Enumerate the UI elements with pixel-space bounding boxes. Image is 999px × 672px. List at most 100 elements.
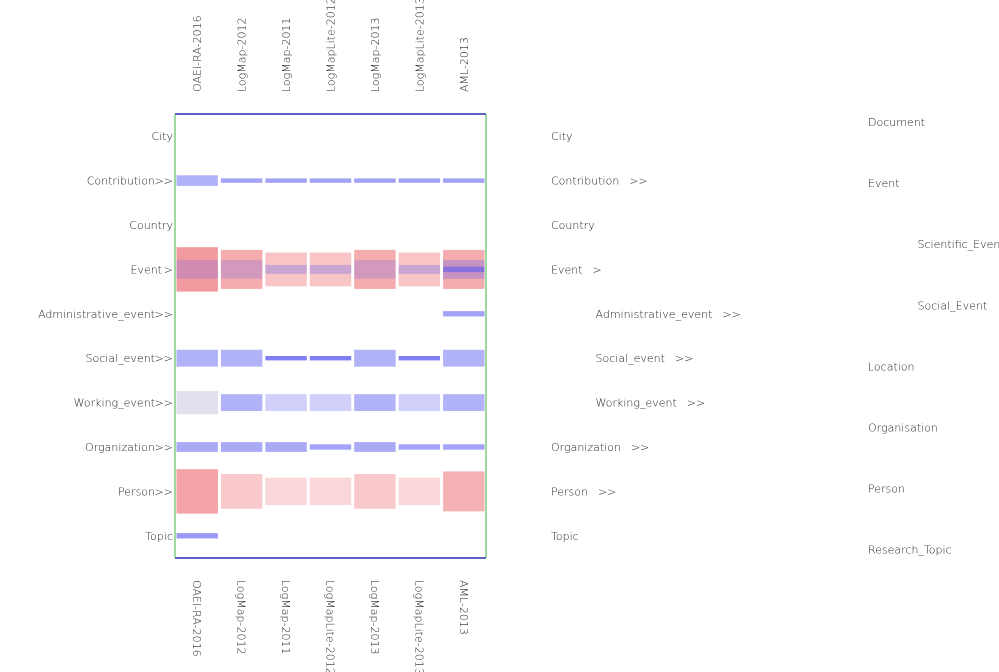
heatmap-cell[interactable] <box>220 249 263 289</box>
heatmap-cell[interactable] <box>398 178 441 183</box>
row-expand-toggle: >> <box>155 397 173 410</box>
heatmap-cell[interactable] <box>309 264 352 274</box>
column-header-top: AML-2013 <box>458 37 471 92</box>
heatmap-cell[interactable] <box>265 442 307 452</box>
target-class-label: Document <box>868 116 925 129</box>
row-label-left: Person <box>118 485 155 498</box>
column-header-top: LogMapLite-2012 <box>325 0 338 92</box>
heatmap-cell[interactable] <box>176 260 218 279</box>
heatmap-cell[interactable] <box>265 477 307 506</box>
source-class-expand-toggle: >> <box>687 397 705 410</box>
heatmap-cell[interactable] <box>265 252 307 287</box>
row-expand-toggle: >> <box>155 352 173 365</box>
heatmap-cell[interactable] <box>354 474 396 509</box>
source-class-label: Contribution <box>551 175 619 188</box>
column-header-bottom: OAEI-RA-2016 <box>190 580 203 657</box>
heatmap-cell[interactable] <box>398 264 441 274</box>
heatmap-cell[interactable] <box>265 264 307 274</box>
heatmap-cell[interactable] <box>220 442 263 452</box>
heatmap-cell[interactable] <box>354 442 396 452</box>
heatmap-cell[interactable] <box>220 474 263 509</box>
heatmap-cell[interactable] <box>354 349 396 367</box>
row-expand-toggle: > <box>164 263 173 276</box>
heatmap-cell[interactable] <box>398 477 441 506</box>
heatmap-cell[interactable] <box>309 355 352 361</box>
heatmap-cell[interactable] <box>354 178 396 183</box>
column-header-top: LogMapLite-2013 <box>413 0 426 92</box>
target-class-label: Location <box>868 360 915 373</box>
heatmap-cell[interactable] <box>220 260 263 279</box>
heatmap-cell[interactable] <box>220 178 263 183</box>
heatmap-cell[interactable] <box>443 178 485 183</box>
heatmap-cell[interactable] <box>398 355 441 361</box>
column-header-top: OAEI-RA-2016 <box>191 15 204 92</box>
source-class-label: Country <box>551 219 595 232</box>
column-header-bottom: LogMap-2013 <box>368 580 381 654</box>
source-class-expand-toggle: >> <box>629 175 647 188</box>
heatmap-cell[interactable] <box>443 349 485 367</box>
heatmap-cell[interactable] <box>443 266 485 273</box>
heatmap-cell[interactable] <box>309 252 352 287</box>
target-class-label: Social_Event <box>918 299 988 312</box>
target-class-label: Scientific_Event <box>918 238 999 251</box>
heatmap-cell[interactable] <box>398 252 441 287</box>
column-header-bottom: LogMap-2011 <box>279 580 292 654</box>
row-label-left: Social_event <box>86 352 155 365</box>
target-class-label: Organisation <box>868 422 938 435</box>
heatmap-cell[interactable] <box>176 175 218 186</box>
heatmap-cell[interactable] <box>309 178 352 183</box>
heatmap-cell[interactable] <box>354 260 396 279</box>
source-class-expand-toggle: >> <box>722 308 740 321</box>
heatmap-cell[interactable] <box>443 471 485 512</box>
source-class-expand-toggle: > <box>593 263 602 276</box>
source-class-label: Administrative_event <box>596 308 713 321</box>
target-class-label: Event <box>868 177 900 190</box>
target-class-label: Research_Topic <box>868 544 952 557</box>
column-header-bottom: LogMapLite-2012 <box>324 580 337 672</box>
row-expand-toggle: >> <box>155 441 173 454</box>
heatmap-cell[interactable] <box>309 394 352 412</box>
source-class-label: Person <box>551 485 588 498</box>
row-expand-toggle: >> <box>155 308 173 321</box>
source-class-expand-toggle: >> <box>675 352 693 365</box>
row-label-left: Organization <box>85 441 155 454</box>
source-class-label: Event <box>551 263 583 276</box>
row-label-left: Working_event <box>74 397 155 410</box>
source-class-label: Social_event <box>596 352 665 365</box>
row-label-left: Contribution <box>87 175 155 188</box>
heatmap-cell[interactable] <box>354 249 396 289</box>
target-class-label: Person <box>868 483 905 496</box>
heatmap-cell[interactable] <box>398 444 441 450</box>
column-header-top: LogMap-2013 <box>369 18 382 92</box>
heatmap-cell[interactable] <box>309 477 352 506</box>
heatmap-cell[interactable] <box>176 442 218 452</box>
heatmap-cell[interactable] <box>220 349 263 367</box>
heatmap-cell[interactable] <box>220 394 263 412</box>
heatmap-cell[interactable] <box>443 444 485 450</box>
heatmap-cell[interactable] <box>176 533 218 539</box>
heatmap-cell[interactable] <box>176 469 218 514</box>
column-header-bottom: AML-2013 <box>457 580 470 635</box>
row-expand-toggle: >> <box>155 485 173 498</box>
heatmap-cell[interactable] <box>176 349 218 367</box>
column-header-top: LogMap-2012 <box>236 18 249 92</box>
source-class-expand-toggle: >> <box>598 485 616 498</box>
source-class-label: City <box>551 130 573 143</box>
heatmap-cell[interactable] <box>265 394 307 412</box>
heatmap-cell[interactable] <box>443 311 485 317</box>
row-label-left: Event <box>130 263 162 276</box>
row-label-left: Administrative_event <box>38 308 155 321</box>
heatmap-cell[interactable] <box>354 394 396 412</box>
heatmap-cell[interactable] <box>176 391 218 415</box>
column-header-bottom: LogMap-2012 <box>235 580 248 654</box>
heatmap-cell[interactable] <box>398 394 441 412</box>
heatmap-cell[interactable] <box>443 394 485 412</box>
heatmap-cell[interactable] <box>176 247 218 292</box>
source-class-label: Topic <box>551 530 579 543</box>
heatmap-cell[interactable] <box>309 444 352 450</box>
heatmap-cell[interactable] <box>265 355 307 361</box>
row-expand-toggle: >> <box>155 175 173 188</box>
row-label-left: Topic <box>145 530 173 543</box>
heatmap-cell[interactable] <box>265 178 307 183</box>
